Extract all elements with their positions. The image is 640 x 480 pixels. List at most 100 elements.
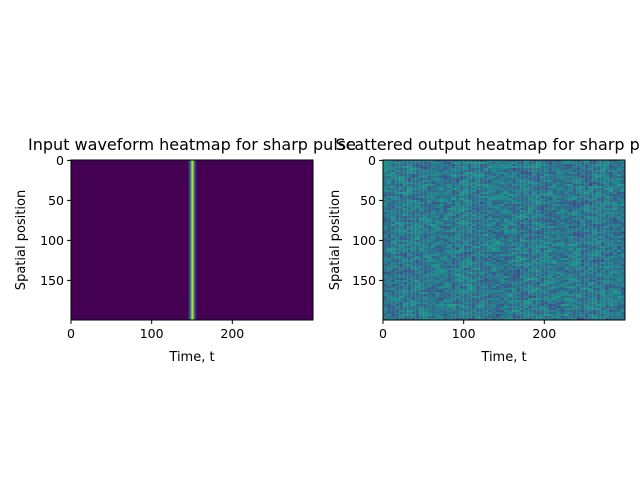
noise-cell [423,256,428,259]
noise-cell [383,222,388,225]
noise-cell [588,272,593,275]
noise-cell [391,218,396,221]
noise-cell [383,228,388,231]
noise-cell [544,164,549,167]
noise-cell [504,226,509,229]
noise-cell [604,216,609,219]
noise-cell [451,206,456,209]
noise-cell [584,236,589,239]
noise-cell [528,288,533,291]
noise-cell [467,192,472,195]
noise-cell [548,278,553,281]
noise-cell [475,272,480,275]
noise-cell [475,264,480,267]
noise-cell [467,184,472,187]
noise-cell [387,256,392,259]
noise-cell [415,226,420,229]
noise-cell [439,254,444,257]
noise-cell [512,318,517,321]
noise-cell [479,196,484,199]
noise-cell [616,172,622,175]
noise-cell [612,206,617,209]
noise-cell [548,266,553,269]
noise-cell [471,302,476,305]
noise-cell [556,264,561,267]
noise-cell [552,198,557,201]
noise-cell [596,248,601,251]
noise-cell [612,198,617,201]
noise-cell [419,214,424,217]
noise-cell [391,206,396,209]
noise-cell [455,298,460,301]
noise-cell [512,242,517,245]
noise-cell [479,288,484,291]
noise-cell [383,214,388,217]
noise-cell [419,242,424,245]
noise-cell [395,310,400,313]
noise-cell [431,274,436,277]
noise-cell [508,260,513,263]
noise-cell [419,256,424,259]
noise-cell [483,288,488,291]
noise-cell [395,260,400,263]
noise-cell [616,252,622,255]
noise-cell [487,216,492,219]
noise-cell [516,192,521,195]
noise-cell [391,192,396,195]
noise-cell [516,232,521,235]
noise-cell [451,170,456,173]
noise-cell [415,240,420,243]
noise-cell [504,242,509,245]
noise-cell [524,282,529,285]
noise-cell [516,178,521,181]
noise-cell [588,176,593,179]
noise-cell [491,232,496,235]
noise-cell [580,194,585,197]
noise-cell [415,302,420,305]
noise-cell [419,280,424,283]
noise-cell [411,212,416,215]
noise-cell [447,212,452,215]
noise-cell [524,206,529,209]
noise-cell [528,256,533,259]
noise-cell [411,190,416,193]
noise-cell [604,296,609,299]
noise-cell [499,166,505,169]
noise-cell [588,262,593,265]
noise-cell [512,232,517,235]
noise-cell [439,306,444,309]
noise-cell [504,230,509,233]
x-tick-label: 100 [140,326,164,341]
noise-cell [552,318,557,321]
noise-cell [544,252,549,255]
noise-cell [548,280,553,283]
noise-cell [383,266,388,269]
noise-cell [516,236,521,239]
noise-cell [516,274,521,277]
noise-cell [552,254,557,257]
noise-cell [411,206,416,209]
noise-cell [483,246,488,249]
noise-cell [427,268,432,271]
noise-cell [544,176,549,179]
noise-cell [447,314,452,317]
noise-cell [592,268,597,271]
noise-cell [604,162,609,165]
noise-cell [556,206,561,209]
noise-cell [479,268,484,271]
noise-cell [508,256,513,259]
noise-cell [471,178,476,181]
noise-cell [495,200,501,203]
noise-cell [431,264,436,267]
noise-cell [455,218,460,221]
noise-cell [455,222,460,225]
noise-cell [483,284,488,287]
noise-cell [399,184,404,187]
noise-cell [435,236,440,239]
noise-cell [395,272,400,275]
noise-cell [560,216,565,219]
noise-cell [479,298,484,301]
noise-cell [391,310,396,313]
noise-cell [620,182,626,185]
noise-cell [395,304,400,307]
